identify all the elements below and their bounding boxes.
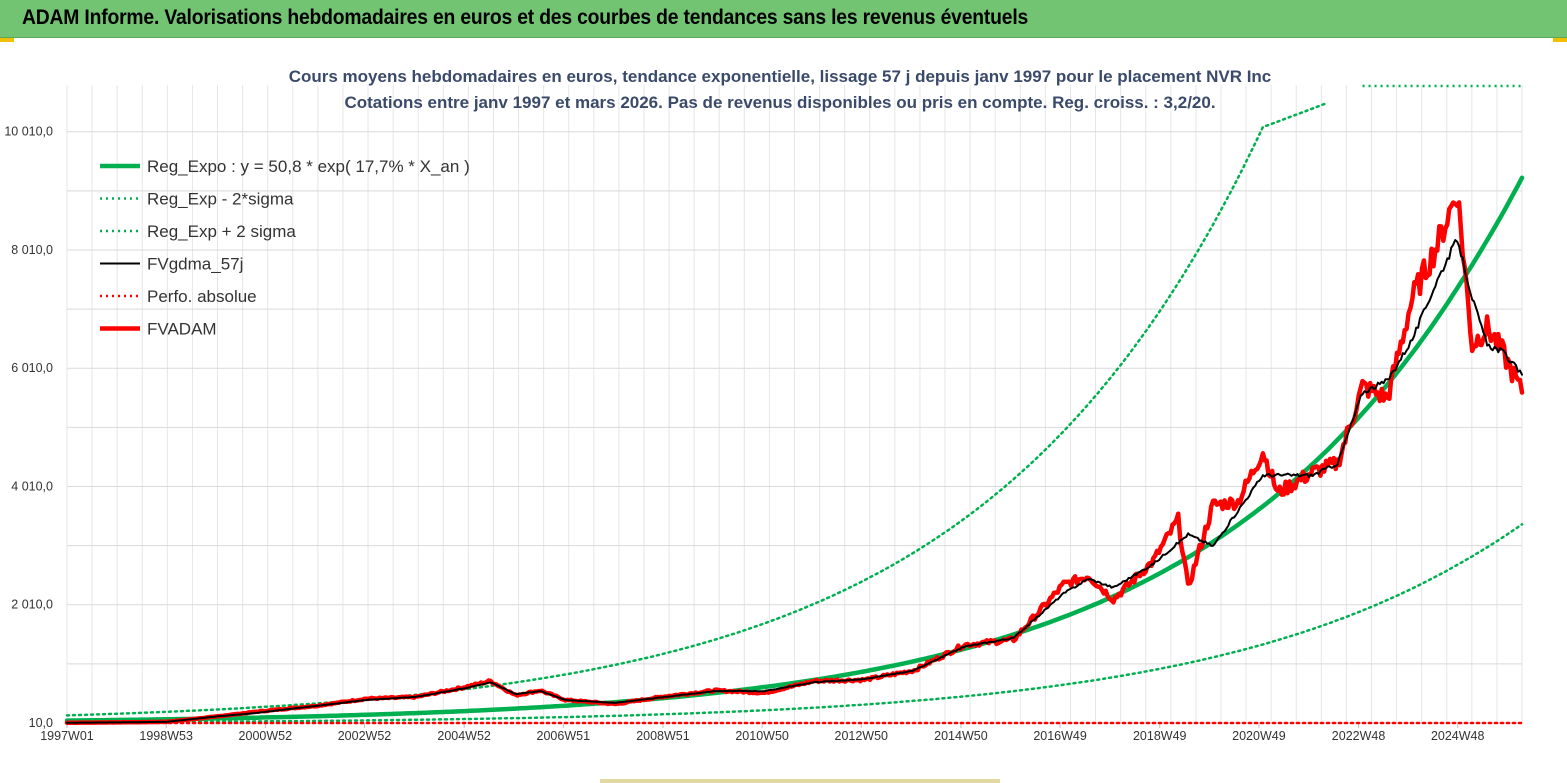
x-tick-label: 2004W52 xyxy=(437,729,491,743)
axes: 10,0 2 010,0 4 010,0 6 010,0 8 010,0 10 010,0… xyxy=(4,125,1522,743)
gridlines xyxy=(66,85,1523,724)
series-line-2 xyxy=(65,101,1329,717)
chart-area: 10,0 2 010,0 4 010,0 6 010,0 8 010,0 10 010,0… xyxy=(0,38,1567,783)
series-line-1 xyxy=(65,523,1524,724)
legend-label: FVgdma_57j xyxy=(147,255,243,274)
report-banner: ADAM Informe. Valorisations hebdomadaire… xyxy=(0,0,1567,38)
chart-title-line1: Cours moyens hebdomadaires en euros, ten… xyxy=(289,67,1272,86)
x-tick-label: 2010W50 xyxy=(735,729,789,743)
y-tick-label: 6 010,0 xyxy=(11,361,53,375)
y-tick-label: 10 010,0 xyxy=(4,125,53,139)
y-tick-label: 8 010,0 xyxy=(11,243,53,257)
x-tick-label: 2020W49 xyxy=(1232,729,1286,743)
x-tick-label: 1998W53 xyxy=(139,729,193,743)
x-tick-label: 2012W50 xyxy=(835,729,889,743)
x-tick-label: 2008W51 xyxy=(636,729,690,743)
corner-mark-bottom xyxy=(600,779,1000,783)
series-layer xyxy=(64,84,1525,725)
legend-label: Reg_Exp - 2*sigma xyxy=(147,190,294,209)
x-tick-label: 2016W49 xyxy=(1033,729,1087,743)
corner-mark-left xyxy=(0,38,14,42)
y-tick-label: 4 010,0 xyxy=(11,479,53,493)
chart-legend: Reg_Expo : y = 50,8 * exp( 17,7% * X_an … xyxy=(100,157,470,339)
legend-label: Reg_Exp + 2 sigma xyxy=(147,222,296,241)
x-tick-label: 2022W48 xyxy=(1332,729,1386,743)
y-tick-label: 2 010,0 xyxy=(11,598,53,612)
x-tick-label: 2024W48 xyxy=(1431,729,1485,743)
x-tick-label: 2000W52 xyxy=(239,729,293,743)
line-chart: 10,0 2 010,0 4 010,0 6 010,0 8 010,0 10 010,0… xyxy=(4,67,1525,743)
y-tick-label: 10,0 xyxy=(29,716,53,730)
report-title: ADAM Informe. Valorisations hebdomadaire… xyxy=(22,6,1029,29)
corner-mark-right xyxy=(1553,38,1567,42)
x-tick-label: 2014W50 xyxy=(934,729,988,743)
x-tick-label: 2018W49 xyxy=(1133,729,1187,743)
x-tick-label: 2006W51 xyxy=(537,729,591,743)
legend-label: Perfo. absolue xyxy=(147,287,257,306)
x-tick-label: 2002W52 xyxy=(338,729,392,743)
x-tick-label: 1997W01 xyxy=(40,729,94,743)
legend-label: Reg_Expo : y = 50,8 * exp( 17,7% * X_an … xyxy=(147,157,470,176)
series-line-3 xyxy=(66,239,1523,724)
legend-label: FVADAM xyxy=(147,320,217,339)
chart-title-line2: Cotations entre janv 1997 et mars 2026. … xyxy=(344,93,1215,112)
